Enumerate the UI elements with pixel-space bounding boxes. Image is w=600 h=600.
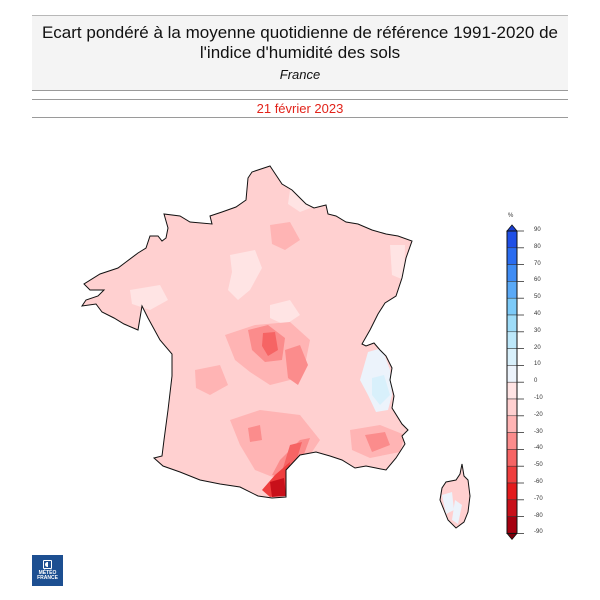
map-title-line2: l'indice d'humidité des sols: [199, 43, 401, 62]
colorbar-bin: [506, 314, 518, 333]
colorbar-bin: [506, 381, 518, 400]
colorbar-tick-label: 60: [534, 277, 541, 284]
colorbar-bin: [506, 230, 518, 249]
colorbar-tick-label: -70: [534, 495, 543, 502]
colorbar-bin: [506, 331, 518, 349]
colorbar-tick-label: 10: [534, 361, 541, 368]
colorbar-bin: [506, 482, 518, 501]
colorbar-bin: [506, 499, 518, 517]
colorbar-bin: [506, 348, 518, 366]
title-panel: Ecart pondéré à la moyenne quotidienne d…: [32, 15, 568, 91]
colorbar-extend-top: [506, 224, 518, 232]
colorbar-bin: [506, 365, 518, 383]
colorbar-tick-label: 70: [534, 260, 541, 267]
colorbar-tick-label: -20: [534, 411, 543, 418]
map-title-line1: Ecart pondéré à la moyenne quotidienne d…: [41, 23, 559, 42]
logo-line1: MÉTÉO: [38, 570, 57, 576]
divider: [32, 117, 568, 118]
colorbar-bin: [506, 247, 518, 265]
colorbar-tick-label: -90: [534, 529, 543, 536]
colorbar-bin: [506, 465, 518, 484]
date-label: 21 février 2023: [256, 101, 344, 116]
colorbar-bin: [506, 398, 518, 417]
map-title: Ecart pondéré à la moyenne quotidienne d…: [32, 23, 568, 63]
colorbar-tick-label: 40: [534, 311, 541, 317]
colorbar-tick-label: 50: [534, 294, 541, 301]
colorbar-tick-label: -30: [534, 428, 543, 435]
colorbar-bin: [506, 415, 518, 433]
colorbar-unit: %: [508, 213, 514, 219]
colorbar-tick-label: -40: [534, 445, 543, 452]
colorbar-tick-label: -10: [534, 395, 543, 401]
colorbar-tick-label: -80: [534, 512, 543, 519]
colorbar-bin: [506, 297, 518, 316]
logo-icon: [43, 560, 52, 569]
colorbar-tick-label: 80: [534, 243, 541, 250]
colorbar-bin: [506, 264, 518, 282]
colorbar-bin: [506, 281, 518, 299]
region-label: France: [279, 67, 321, 82]
colorbar-tick-label: -50: [534, 462, 543, 469]
colorbar-tick-label: 30: [534, 327, 541, 334]
colorbar-tick-label: 20: [534, 344, 541, 351]
colorbar-bin: [506, 516, 518, 534]
colorbar-bin: [506, 432, 518, 450]
colorbar-tick-label: 0: [534, 378, 538, 385]
meteo-france-logo: MÉTÉO FRANCE: [32, 555, 63, 586]
colorbar-extend-bottom: [506, 533, 518, 541]
divider: [32, 99, 568, 100]
colorbar-tick-label: 90: [534, 227, 541, 233]
logo-line2: FRANCE: [37, 575, 58, 581]
colorbar-tick-label: -60: [534, 479, 543, 485]
colorbar-bin: [506, 449, 518, 467]
